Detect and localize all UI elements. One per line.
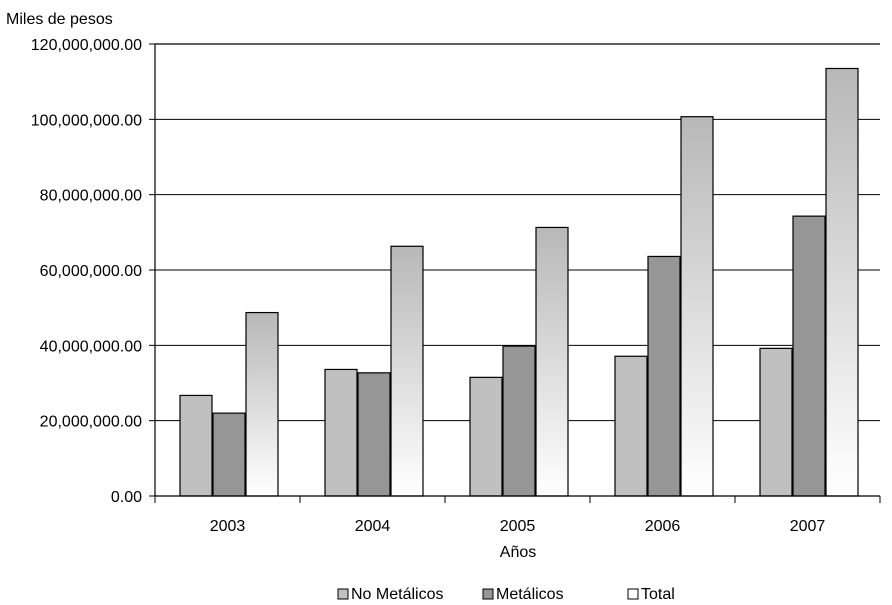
legend-swatch-no-metalicos xyxy=(337,588,349,600)
y-axis-ticks: 0.00 20,000,000.00 40,000,000.00 60,000,000… xyxy=(31,37,155,506)
bar-metalicos-2006 xyxy=(647,255,681,497)
bar-no-metalicos-2006 xyxy=(614,355,648,497)
bar-metalicos-2005 xyxy=(502,345,536,497)
y-tick-label: 20,000,000.00 xyxy=(40,414,142,431)
bar-metalicos-2003 xyxy=(212,412,246,497)
bar-total-2005 xyxy=(535,226,569,497)
bar-total-2003 xyxy=(245,311,279,497)
x-tick-label: 2003 xyxy=(210,518,246,535)
bar-metalicos-2004 xyxy=(357,372,391,497)
bar-no-metalicos-2004 xyxy=(324,368,358,497)
x-tick-label: 2007 xyxy=(790,518,826,535)
x-axis-title: Años xyxy=(500,544,536,561)
x-axis: 2003 2004 2005 2006 2007 xyxy=(154,43,881,535)
legend-swatch-total xyxy=(627,588,639,600)
y-tick-label: 0.00 xyxy=(111,489,142,506)
x-tick-label: 2006 xyxy=(645,518,681,535)
bar-total-2007 xyxy=(825,67,859,497)
bar-total-2004 xyxy=(390,245,424,497)
legend-label-metalicos: Metálicos xyxy=(496,586,564,603)
y-tick-label: 100,000,000.00 xyxy=(31,112,142,129)
legend-label-no-metalicos: No Metálicos xyxy=(351,586,443,603)
x-tick-label: 2005 xyxy=(500,518,536,535)
y-tick-label: 80,000,000.00 xyxy=(40,188,142,205)
bar-no-metalicos-2005 xyxy=(469,376,503,497)
y-tick-label: 40,000,000.00 xyxy=(40,338,142,355)
legend-label-total: Total xyxy=(641,586,675,603)
bar-no-metalicos-2007 xyxy=(759,347,793,497)
x-tick-label: 2004 xyxy=(355,518,391,535)
y-axis-title: Miles de pesos xyxy=(6,11,113,28)
legend-swatch-metalicos xyxy=(482,588,494,600)
bar-metalicos-2007 xyxy=(792,215,826,497)
bars xyxy=(179,67,859,497)
bar-no-metalicos-2003 xyxy=(179,394,213,497)
y-tick-label: 60,000,000.00 xyxy=(40,263,142,280)
legend: No Metálicos Metálicos Total xyxy=(337,586,675,603)
y-tick-label: 120,000,000.00 xyxy=(31,37,142,54)
bar-total-2006 xyxy=(680,116,714,497)
